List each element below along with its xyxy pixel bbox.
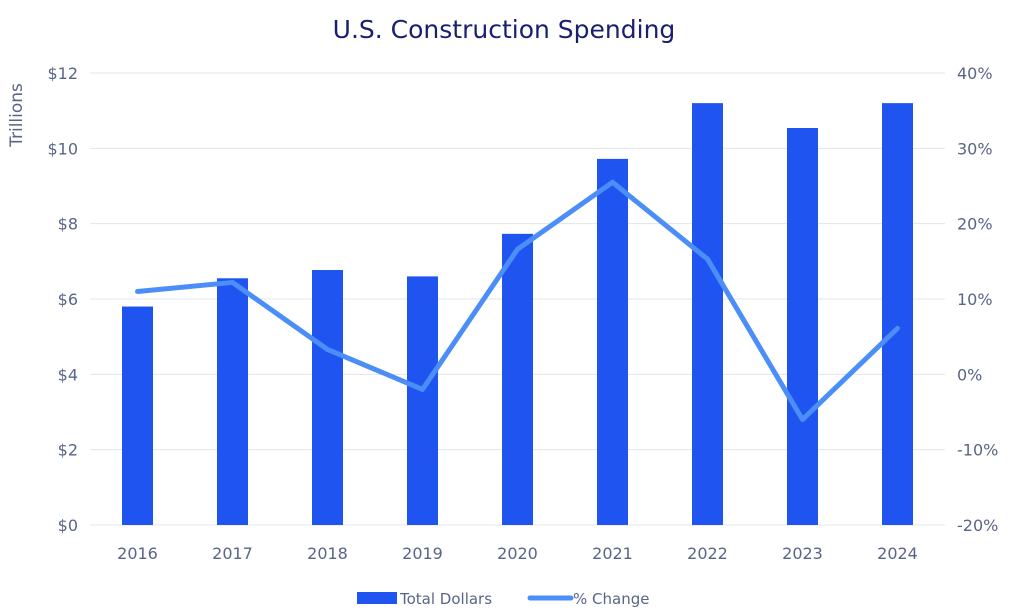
- y-tick-label: $10: [47, 139, 78, 158]
- x-tick-label: 2017: [212, 544, 253, 563]
- legend: Total Dollars % Change: [357, 590, 649, 608]
- bar-2020: [502, 234, 533, 525]
- bar-2022: [692, 103, 723, 525]
- y-tick-label: $8: [58, 215, 78, 234]
- x-tick-label: 2018: [307, 544, 348, 563]
- y-tick-label: $4: [58, 365, 78, 384]
- y2-tick-label: 30%: [957, 139, 993, 158]
- x-tick-label: 2016: [117, 544, 158, 563]
- y2-tick-label: -20%: [957, 516, 998, 535]
- legend-label-total-dollars: Total Dollars: [399, 590, 492, 608]
- y2-tick-label: 0%: [957, 365, 982, 384]
- x-tick-label: 2021: [592, 544, 633, 563]
- y-tick-label: $6: [58, 290, 78, 309]
- bar-2024: [882, 103, 913, 525]
- x-tick-label: 2023: [782, 544, 823, 563]
- x-tick-label: 2019: [402, 544, 443, 563]
- bar-2021: [597, 159, 628, 525]
- y-tick-label: $2: [58, 441, 78, 460]
- y2-tick-label: 40%: [957, 64, 993, 83]
- legend-label-pct-change: % Change: [573, 590, 649, 608]
- bar-2017: [217, 278, 248, 525]
- y2-tick-label: 20%: [957, 215, 993, 234]
- x-tick-label: 2022: [687, 544, 728, 563]
- y-tick-label: $12: [47, 64, 78, 83]
- y-tick-label: $0: [58, 516, 78, 535]
- bar-2018: [312, 270, 343, 525]
- bar-2019: [407, 276, 438, 525]
- bar-2016: [122, 307, 153, 525]
- y2-tick-label: -10%: [957, 441, 998, 460]
- chart-title: U.S. Construction Spending: [333, 15, 676, 44]
- y-axis-label: Trillions: [7, 83, 27, 148]
- bar-2023: [787, 128, 818, 525]
- y2-tick-label: 10%: [957, 290, 993, 309]
- x-tick-label: 2020: [497, 544, 538, 563]
- x-tick-label: 2024: [877, 544, 918, 563]
- legend-swatch-total-dollars: [357, 592, 397, 604]
